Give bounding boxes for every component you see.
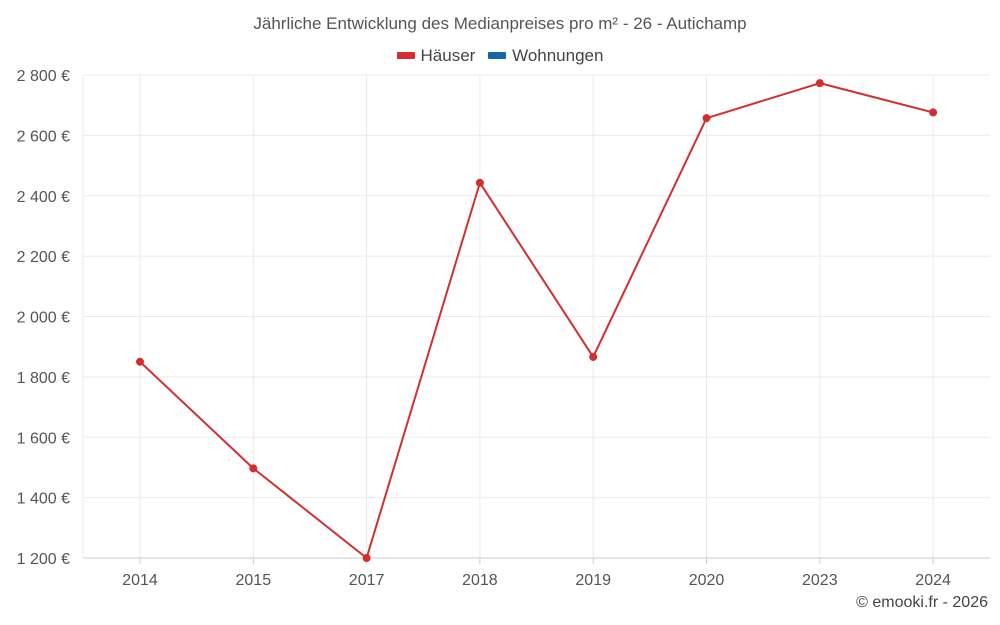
data-point[interactable]: [475, 178, 484, 187]
legend-label-wohnungen: Wohnungen: [512, 45, 604, 65]
x-tick-label: 2023: [802, 572, 838, 589]
legend-item-wohnungen[interactable]: Wohnungen: [488, 46, 603, 66]
chart-title: Jährliche Entwicklung des Medianpreises …: [253, 14, 747, 33]
y-tick-label: 1 400 €: [17, 491, 70, 508]
legend-item-haeuser[interactable]: Häuser: [396, 45, 476, 66]
x-tick-label: 2020: [689, 572, 725, 589]
y-tick-label: 1 800 €: [17, 370, 70, 387]
legend-swatch-haeuser: [396, 52, 415, 59]
data-point[interactable]: [362, 554, 371, 562]
y-tick-label: 1 600 €: [17, 430, 70, 447]
data-point[interactable]: [815, 79, 824, 88]
x-tick-label: 2019: [575, 572, 611, 589]
x-tick-label: 2024: [915, 572, 951, 589]
series-line-0: [139, 82, 934, 559]
y-tick-label: 2 400 €: [17, 189, 70, 206]
x-tick-label: 2014: [122, 572, 158, 589]
data-point[interactable]: [929, 108, 938, 117]
data-point[interactable]: [589, 352, 598, 361]
legend-label-haeuser: Häuser: [420, 45, 476, 65]
x-tick-label: 2018: [462, 572, 498, 589]
y-tick-label: 1 200 €: [17, 551, 70, 568]
y-tick-label: 2 600 €: [17, 128, 70, 145]
axis-layer: 1 200 € 1 400 € 1 600 € 1 800 € 2 000 € 2 200…: [17, 68, 990, 589]
y-tick-label: 2 800 €: [17, 68, 70, 85]
data-point[interactable]: [136, 357, 144, 366]
data-point[interactable]: [249, 464, 258, 473]
y-tick-label: 2 200 €: [17, 249, 70, 266]
data-point[interactable]: [702, 114, 711, 123]
chart-legend: Häuser Wohnungen: [0, 44, 1000, 66]
x-tick-label: 2017: [349, 572, 385, 589]
grid-layer: [83, 74, 990, 559]
legend-swatch-wohnungen: [488, 52, 507, 59]
series-layer: [136, 79, 938, 562]
x-tick-label: 2015: [236, 572, 272, 589]
footer-credit: © emooki.fr - 2026: [856, 594, 988, 611]
y-tick-label: 2 000 €: [17, 310, 70, 327]
